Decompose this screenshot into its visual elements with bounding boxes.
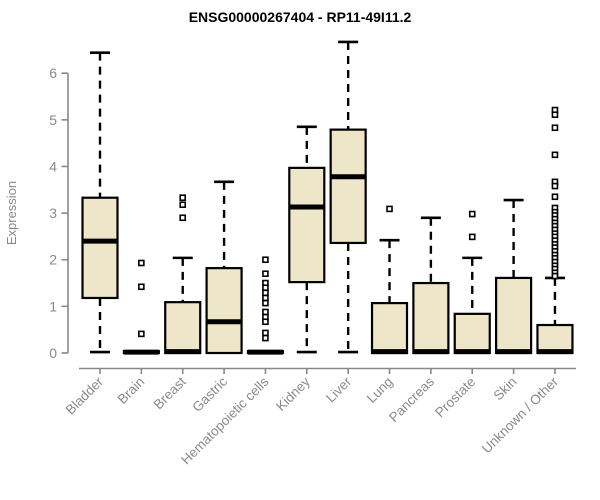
outlier-point xyxy=(262,294,269,302)
outlier-point xyxy=(179,201,187,209)
outlier-point xyxy=(179,214,187,222)
outlier-point xyxy=(551,272,559,280)
outlier-point xyxy=(551,111,559,119)
x-tick-label: Lung xyxy=(364,374,396,406)
box xyxy=(164,301,202,355)
outlier-point xyxy=(262,256,269,264)
y-tick-label: 6 xyxy=(49,65,57,81)
outlier-point xyxy=(551,151,559,159)
x-tick-label: Gastric xyxy=(189,374,230,415)
outlier-point xyxy=(138,330,145,338)
outlier-point xyxy=(138,259,145,267)
outlier-point xyxy=(551,124,559,132)
box xyxy=(536,323,574,355)
box xyxy=(370,302,409,355)
x-tick-label: Kidney xyxy=(273,374,313,414)
outlier-point xyxy=(386,205,393,213)
outlier-point xyxy=(262,299,269,307)
box xyxy=(288,166,326,284)
x-tick-label: Bladder xyxy=(63,374,107,418)
box xyxy=(329,128,367,245)
outlier-point xyxy=(551,182,559,190)
x-tick-label: Breast xyxy=(151,374,189,412)
box xyxy=(495,276,533,355)
box xyxy=(205,267,243,355)
x-tick-label: Liver xyxy=(323,374,355,406)
chart-title: ENSG00000267404 - RP11-49I11.2 xyxy=(189,9,412,25)
outlier-point xyxy=(262,289,269,297)
x-tick-label: Prostate xyxy=(432,374,478,420)
outlier-point xyxy=(262,284,269,292)
outlier-point xyxy=(138,283,145,291)
y-tick-label: 0 xyxy=(49,345,57,361)
y-tick-label: 1 xyxy=(49,298,57,314)
outlier-point xyxy=(262,334,269,342)
x-tick-label: Pancreas xyxy=(386,374,437,425)
outlier-point xyxy=(262,308,269,316)
outlier-point xyxy=(551,193,559,201)
outlier-point xyxy=(179,194,187,202)
outlier-point xyxy=(468,233,476,241)
y-tick-label: 4 xyxy=(49,158,57,174)
y-axis-label: Expression xyxy=(4,181,19,245)
x-tick-label: Brain xyxy=(115,374,148,407)
box xyxy=(453,312,491,355)
outlier-point xyxy=(262,318,269,326)
box xyxy=(412,281,450,355)
y-tick-label: 5 xyxy=(49,112,57,128)
box xyxy=(81,196,119,300)
outlier-point xyxy=(468,210,476,218)
x-tick-label: Skin xyxy=(491,374,520,403)
outlier-point xyxy=(262,270,269,278)
y-tick-label: 2 xyxy=(49,252,57,268)
x-tick-label: Unknown / Other xyxy=(479,374,562,457)
outlier-point xyxy=(262,329,269,337)
y-tick-label: 3 xyxy=(49,205,57,221)
